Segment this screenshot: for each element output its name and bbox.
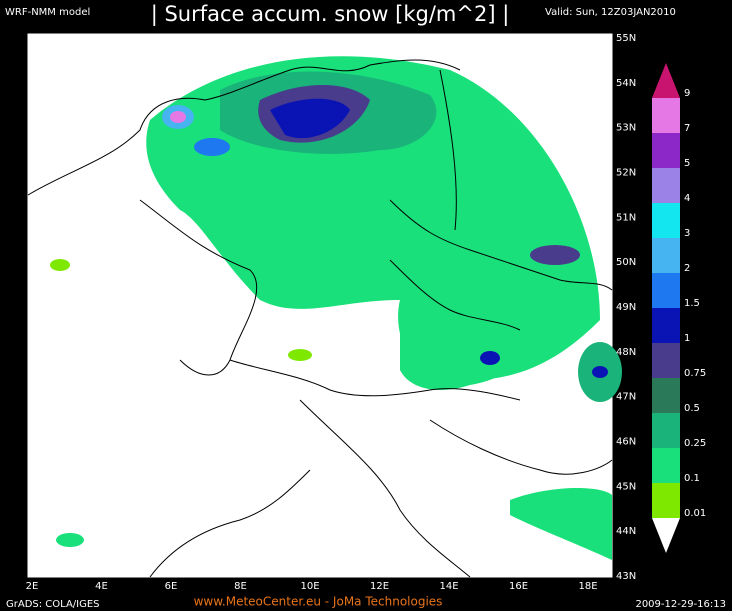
- model-label: WRF-NMM model: [5, 7, 90, 18]
- borders: [27, 59, 613, 578]
- colorbar-segment: [652, 413, 680, 448]
- coastline: [149, 469, 311, 578]
- latitude-label: 43N: [616, 571, 636, 582]
- colorbar-label: 7: [684, 123, 690, 134]
- title: | Surface accum. snow [kg/m^2] |: [151, 2, 510, 27]
- colorbar-segment: [652, 133, 680, 168]
- longitude-label: 2E: [26, 581, 39, 592]
- colorbar-label: 5: [684, 158, 690, 169]
- colorbar-segment: [652, 448, 680, 483]
- latitude-label: 54N: [616, 78, 636, 89]
- colorbar-label: 1.5: [684, 298, 700, 309]
- latitude-label: 44N: [616, 526, 636, 537]
- colorbar-below: [652, 518, 680, 553]
- footer-right: 2009-12-29-16:13: [635, 599, 726, 610]
- colorbar-segment: [652, 98, 680, 133]
- coastline: [27, 59, 461, 196]
- latitude-label: 48N: [616, 347, 636, 358]
- colorbar-segment: [652, 203, 680, 238]
- colorbar-segment: [652, 308, 680, 343]
- colorbar-label: 4: [684, 193, 690, 204]
- valid-time: Valid: Sun, 12Z03JAN2010: [545, 7, 676, 18]
- snow-area: [50, 259, 70, 271]
- colorbar-label: 0.01: [684, 508, 706, 519]
- border-line: [439, 69, 457, 231]
- colorbar-label: 0.75: [684, 368, 706, 379]
- border-line: [229, 359, 521, 401]
- map-panel: [27, 33, 622, 578]
- longitude-label: 8E: [234, 581, 247, 592]
- snow-area: [400, 300, 521, 390]
- colorbar-segment: [652, 168, 680, 203]
- snow-area: [530, 245, 580, 265]
- footer-center: www.MeteoCenter.eu - JoMa Technologies: [194, 595, 443, 609]
- snow-areas: [50, 56, 622, 560]
- snow-area: [592, 366, 608, 378]
- snow-area: [288, 349, 312, 361]
- colorbar-segment: [652, 273, 680, 308]
- longitude-label: 14E: [439, 581, 458, 592]
- colorbar-above: [652, 63, 680, 98]
- colorbar-label: 3: [684, 228, 690, 239]
- snow-area: [480, 351, 500, 365]
- latitude-label: 50N: [616, 257, 636, 268]
- snow-area: [56, 533, 84, 547]
- snow-area: [170, 111, 186, 123]
- colorbar-segment: [652, 343, 680, 378]
- longitude-label: 12E: [370, 581, 389, 592]
- snow-area: [510, 488, 612, 560]
- colorbar-label: 1: [684, 333, 690, 344]
- coastline: [299, 399, 471, 578]
- colorbar-segment: [652, 378, 680, 413]
- colorbar-segment: [652, 483, 680, 518]
- border-line: [389, 199, 613, 291]
- colorbar-label: 0.25: [684, 438, 706, 449]
- colorbar-label: 0.5: [684, 403, 700, 414]
- colorbar-label: 0.1: [684, 473, 700, 484]
- latitude-label: 51N: [616, 212, 636, 223]
- latitude-label: 55N: [616, 33, 636, 44]
- latitude-label: 53N: [616, 123, 636, 134]
- border-line: [389, 259, 521, 331]
- longitude-label: 16E: [509, 581, 528, 592]
- latitude-label: 47N: [616, 392, 636, 403]
- footer-left: GrADS: COLA/IGES: [6, 599, 100, 610]
- border-line: [139, 199, 258, 376]
- border-line: [429, 419, 613, 475]
- longitude-label: 4E: [95, 581, 108, 592]
- latitude-label: 45N: [616, 481, 636, 492]
- latitude-label: 49N: [616, 302, 636, 313]
- longitude-label: 6E: [165, 581, 178, 592]
- latitude-label: 52N: [616, 168, 636, 179]
- latitude-label: 46N: [616, 437, 636, 448]
- colorbar-label: 2: [684, 263, 690, 274]
- colorbar-label: 9: [684, 88, 690, 99]
- colorbar-segment: [652, 238, 680, 273]
- longitude-label: 18E: [578, 581, 597, 592]
- snow-area: [194, 138, 230, 156]
- snow-area: [270, 98, 350, 139]
- longitude-label: 10E: [300, 581, 319, 592]
